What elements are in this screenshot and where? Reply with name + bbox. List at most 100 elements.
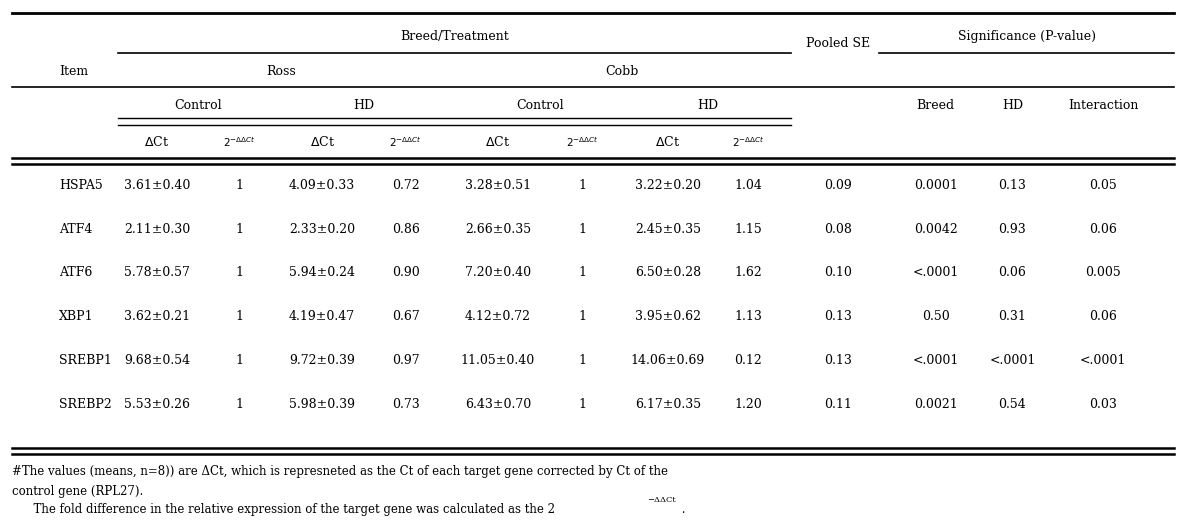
Text: 1: 1 xyxy=(579,398,586,411)
Text: 0.12: 0.12 xyxy=(734,354,762,367)
Text: 4.09±0.33: 4.09±0.33 xyxy=(289,179,355,192)
Text: XBP1: XBP1 xyxy=(59,310,93,323)
Text: 0.0021: 0.0021 xyxy=(913,398,958,411)
Text: $2^{-\Delta\Delta Ct}$: $2^{-\Delta\Delta Ct}$ xyxy=(732,135,765,149)
Text: <.0001: <.0001 xyxy=(912,354,959,367)
Text: $\Delta$Ct: $\Delta$Ct xyxy=(485,135,511,149)
Text: Ross: Ross xyxy=(266,65,296,77)
Text: SREBP1: SREBP1 xyxy=(59,354,112,367)
Text: 0.93: 0.93 xyxy=(998,223,1027,236)
Text: 11.05±0.40: 11.05±0.40 xyxy=(461,354,535,367)
Text: 0.73: 0.73 xyxy=(392,398,420,411)
Text: 2.45±0.35: 2.45±0.35 xyxy=(635,223,701,236)
Text: $\Delta$Ct: $\Delta$Ct xyxy=(655,135,681,149)
Text: −ΔΔCt: −ΔΔCt xyxy=(647,496,675,504)
Text: 0.54: 0.54 xyxy=(998,398,1027,411)
Text: 5.78±0.57: 5.78±0.57 xyxy=(124,267,190,279)
Text: 1.04: 1.04 xyxy=(734,179,762,192)
Text: 0.31: 0.31 xyxy=(998,310,1027,323)
Text: Breed/Treatment: Breed/Treatment xyxy=(400,31,509,43)
Text: $2^{-\Delta\Delta Ct}$: $2^{-\Delta\Delta Ct}$ xyxy=(223,135,256,149)
Text: 0.13: 0.13 xyxy=(824,310,852,323)
Text: 0.0042: 0.0042 xyxy=(913,223,958,236)
Text: 0.03: 0.03 xyxy=(1089,398,1117,411)
Text: ATF4: ATF4 xyxy=(59,223,92,236)
Text: 1: 1 xyxy=(579,267,586,279)
Text: 2.33±0.20: 2.33±0.20 xyxy=(289,223,355,236)
Text: 1.13: 1.13 xyxy=(734,310,762,323)
Text: HD: HD xyxy=(697,99,719,112)
Text: 0.10: 0.10 xyxy=(824,267,852,279)
Text: #The values (means, n=8)) are ΔCt, which is represneted as the Ct of each target: #The values (means, n=8)) are ΔCt, which… xyxy=(12,465,668,478)
Text: Cobb: Cobb xyxy=(605,65,638,77)
Text: $\Delta$Ct: $\Delta$Ct xyxy=(144,135,170,149)
Text: 3.62±0.21: 3.62±0.21 xyxy=(124,310,190,323)
Text: 0.09: 0.09 xyxy=(824,179,852,192)
Text: 14.06±0.69: 14.06±0.69 xyxy=(631,354,704,367)
Text: 0.90: 0.90 xyxy=(392,267,420,279)
Text: 7.20±0.40: 7.20±0.40 xyxy=(465,267,531,279)
Text: 0.005: 0.005 xyxy=(1086,267,1121,279)
Text: $2^{-\Delta\Delta Ct}$: $2^{-\Delta\Delta Ct}$ xyxy=(566,135,599,149)
Text: Control: Control xyxy=(175,99,222,112)
Text: 1: 1 xyxy=(579,310,586,323)
Text: 2.66±0.35: 2.66±0.35 xyxy=(465,223,531,236)
Text: 0.08: 0.08 xyxy=(824,223,852,236)
Text: 4.12±0.72: 4.12±0.72 xyxy=(465,310,531,323)
Text: 0.0001: 0.0001 xyxy=(913,179,958,192)
Text: 1: 1 xyxy=(579,223,586,236)
Text: 1: 1 xyxy=(579,354,586,367)
Text: control gene (RPL27).: control gene (RPL27). xyxy=(12,485,143,497)
Text: <.0001: <.0001 xyxy=(912,267,959,279)
Text: 1.20: 1.20 xyxy=(734,398,762,411)
Text: Item: Item xyxy=(59,65,88,77)
Text: 0.13: 0.13 xyxy=(824,354,852,367)
Text: 1.15: 1.15 xyxy=(734,223,762,236)
Text: 1: 1 xyxy=(236,223,243,236)
Text: 0.05: 0.05 xyxy=(1089,179,1117,192)
Text: $\Delta$Ct: $\Delta$Ct xyxy=(309,135,335,149)
Text: 3.22±0.20: 3.22±0.20 xyxy=(635,179,701,192)
Text: 1: 1 xyxy=(236,179,243,192)
Text: Interaction: Interaction xyxy=(1068,99,1139,112)
Text: 1: 1 xyxy=(236,354,243,367)
Text: 0.06: 0.06 xyxy=(998,267,1027,279)
Text: 0.13: 0.13 xyxy=(998,179,1027,192)
Text: The fold difference in the relative expression of the target gene was calculated: The fold difference in the relative expr… xyxy=(26,503,555,516)
Text: HSPA5: HSPA5 xyxy=(59,179,103,192)
Text: Breed: Breed xyxy=(917,99,955,112)
Text: 3.61±0.40: 3.61±0.40 xyxy=(124,179,190,192)
Text: 5.94±0.24: 5.94±0.24 xyxy=(289,267,355,279)
Text: 0.72: 0.72 xyxy=(392,179,420,192)
Text: 0.06: 0.06 xyxy=(1089,223,1117,236)
Text: HD: HD xyxy=(1002,99,1023,112)
Text: 6.17±0.35: 6.17±0.35 xyxy=(635,398,701,411)
Text: 6.43±0.70: 6.43±0.70 xyxy=(465,398,531,411)
Text: 0.86: 0.86 xyxy=(392,223,420,236)
Text: .: . xyxy=(678,503,686,516)
Text: <.0001: <.0001 xyxy=(989,354,1036,367)
Text: SREBP2: SREBP2 xyxy=(59,398,112,411)
Text: 9.72±0.39: 9.72±0.39 xyxy=(289,354,355,367)
Text: $2^{-\Delta\Delta Ct}$: $2^{-\Delta\Delta Ct}$ xyxy=(389,135,422,149)
Text: 5.98±0.39: 5.98±0.39 xyxy=(289,398,355,411)
Text: HD: HD xyxy=(353,99,374,112)
Text: 0.11: 0.11 xyxy=(824,398,852,411)
Text: 5.53±0.26: 5.53±0.26 xyxy=(124,398,190,411)
Text: 1.62: 1.62 xyxy=(734,267,762,279)
Text: 0.67: 0.67 xyxy=(392,310,420,323)
Text: ATF6: ATF6 xyxy=(59,267,92,279)
Text: 2.11±0.30: 2.11±0.30 xyxy=(124,223,190,236)
Text: Pooled SE: Pooled SE xyxy=(806,37,870,50)
Text: 0.97: 0.97 xyxy=(392,354,420,367)
Text: 1: 1 xyxy=(236,267,243,279)
Text: 0.50: 0.50 xyxy=(922,310,950,323)
Text: 1: 1 xyxy=(236,398,243,411)
Text: 0.06: 0.06 xyxy=(1089,310,1117,323)
Text: 6.50±0.28: 6.50±0.28 xyxy=(635,267,701,279)
Text: Control: Control xyxy=(517,99,564,112)
Text: 4.19±0.47: 4.19±0.47 xyxy=(289,310,355,323)
Text: 1: 1 xyxy=(579,179,586,192)
Text: 3.28±0.51: 3.28±0.51 xyxy=(465,179,531,192)
Text: 9.68±0.54: 9.68±0.54 xyxy=(124,354,190,367)
